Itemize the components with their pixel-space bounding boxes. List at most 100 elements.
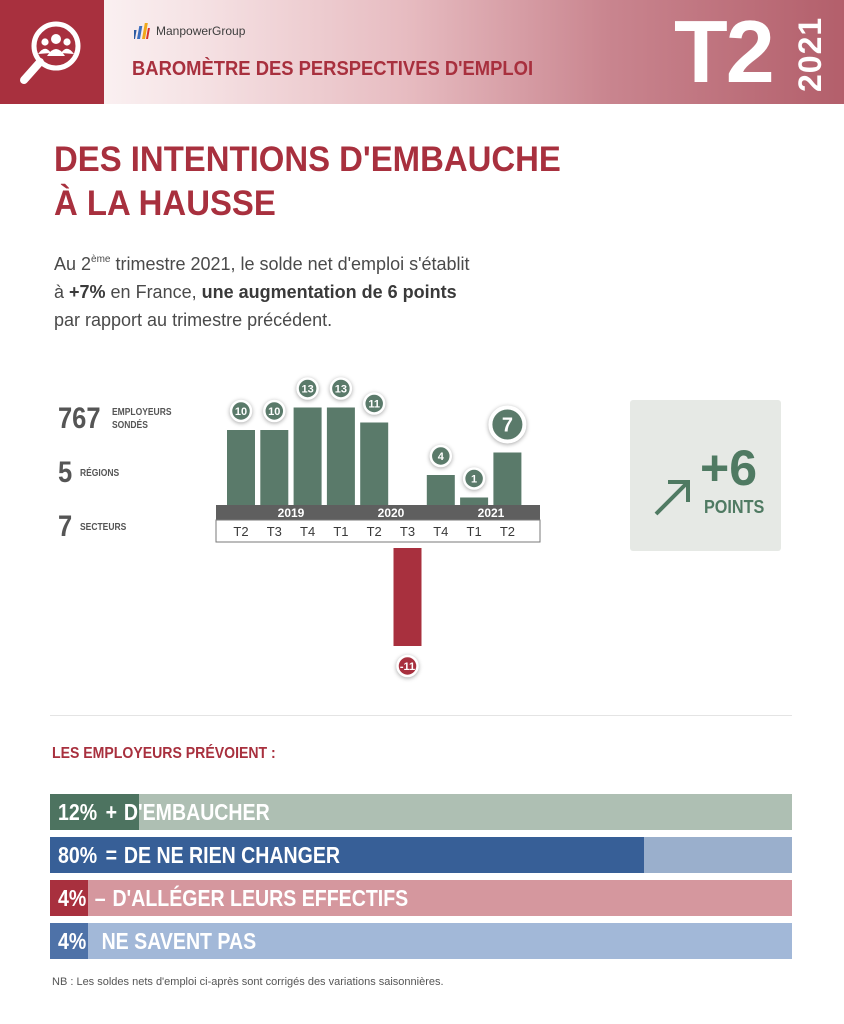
outlook-bar: 80% = DE NE RIEN CHANGER — [50, 837, 792, 873]
chart-bar — [360, 422, 389, 505]
outlook-bar-fill — [50, 923, 88, 959]
chart-bar — [326, 407, 355, 505]
stat-label: EMPLOYEURS SONDÉS — [112, 407, 172, 431]
outlook-text: NE SAVENT PAS — [101, 928, 257, 954]
year-label: 2021 — [792, 16, 828, 92]
quarter-axis-band — [215, 519, 541, 543]
intro-highlight: +7% — [69, 282, 106, 302]
intro-text: par rapport au trimestre précédent. — [54, 310, 333, 330]
stat-value: 5 — [58, 456, 73, 489]
year-axis-label: 2020 — [378, 506, 405, 520]
intro-text: à — [54, 282, 70, 302]
data-label: 7 — [502, 415, 513, 437]
barometer-logo — [0, 0, 104, 104]
intro-text: en France, — [105, 282, 202, 302]
stat-value: 767 — [58, 402, 101, 435]
chart-bar — [293, 407, 322, 505]
data-label: 4 — [438, 451, 445, 463]
outlook-sign: – — [94, 885, 106, 911]
stat-label: RÉGIONS — [80, 467, 120, 479]
chart-bar — [426, 475, 455, 505]
quarter-tick-label: T3 — [267, 524, 282, 539]
data-label: -11 — [400, 661, 415, 673]
stat-regions: 5 RÉGIONS — [58, 456, 150, 490]
chart-bar — [260, 430, 289, 505]
data-label: 1 — [471, 474, 477, 486]
outlook-bar-label: 12% + D'EMBAUCHER — [58, 799, 270, 826]
change-value: +6 — [700, 440, 758, 496]
intro-highlight: une augmentation de 6 points — [201, 282, 457, 302]
quarter-tick-label: T4 — [433, 524, 448, 539]
change-label: POINTS — [704, 497, 765, 517]
outlook-bar: 12% + D'EMBAUCHER — [50, 794, 792, 830]
headline-line-2: À LA HAUSSE — [54, 184, 276, 223]
arrow-up-right-icon — [654, 480, 690, 516]
chart-bar — [393, 548, 422, 646]
chart-bar — [460, 497, 489, 505]
stat-sectors: 7 SECTEURS — [58, 510, 150, 544]
chart-bar — [227, 430, 255, 505]
data-label: 13 — [335, 384, 347, 396]
outlook-bar-label: 4% – D'ALLÉGER LEURS EFFECTIFS — [58, 885, 408, 912]
magnifier-people-icon — [20, 21, 81, 84]
data-label: 10 — [235, 406, 247, 418]
brand-logo: ManpowerGroup — [134, 22, 245, 40]
quarter-tick-label: T1 — [467, 524, 482, 539]
outlook-bar-label: 4% NE SAVENT PAS — [58, 928, 256, 955]
data-label: 10 — [268, 406, 280, 418]
outlook-bar-fill — [50, 880, 88, 916]
net-employment-chart: 10 10 13 13 11 -11 4 1 7 2019 2020 2021 T2 T3 T4 T1 T2 T3… — [215, 377, 541, 678]
chart-bar — [493, 452, 522, 505]
footnote: NB : Les soldes nets d'emploi ci-après s… — [52, 976, 444, 988]
data-label-badge — [296, 377, 319, 400]
outlook-sign: + — [105, 799, 118, 825]
change-box: +6 POINTS — [630, 400, 781, 551]
stat-employers: 767 EMPLOYEURS SONDÉS — [58, 402, 182, 436]
stat-value: 7 — [58, 510, 73, 543]
data-label-badge — [429, 444, 453, 468]
year-axis-band — [216, 505, 540, 520]
section-divider — [50, 715, 792, 716]
year-axis-label: 2019 — [278, 506, 305, 520]
intro-sup: ème — [91, 254, 111, 265]
outlook-text: D'ALLÉGER LEURS EFFECTIFS — [112, 885, 409, 911]
outlook-bar: 4% NE SAVENT PAS — [50, 923, 792, 959]
quarter-tick-label: T2 — [233, 524, 248, 539]
outlook-percent: 80% — [58, 842, 98, 868]
outlook-bar-label: 80% = DE NE RIEN CHANGER — [58, 842, 340, 869]
quarter-label: T2 — [674, 2, 775, 101]
outlook-bar-fill — [50, 837, 644, 873]
outlook-text: D'EMBAUCHER — [123, 799, 270, 825]
outlook-sign: = — [105, 842, 118, 868]
outlook-bar-fill — [50, 794, 140, 830]
year-axis-label: 2021 — [478, 506, 505, 520]
data-label: 11 — [368, 399, 380, 411]
outlook-bar: 4% – D'ALLÉGER LEURS EFFECTIFS — [50, 880, 792, 916]
quarter-tick-label: T3 — [400, 524, 415, 539]
data-label-badge — [488, 405, 527, 444]
data-label-badge — [329, 377, 353, 400]
intro-paragraph: Au 2ème trimestre 2021, le solde net d'e… — [54, 246, 574, 334]
outlook-percent: 4% — [58, 885, 87, 911]
outlook-percent: 12% — [58, 799, 98, 825]
data-label-badge — [229, 399, 253, 423]
report-title: BAROMÈTRE DES PERSPECTIVES D'EMPLOI — [132, 58, 534, 80]
stat-label: SECTEURS — [80, 521, 127, 533]
manpower-mark-icon — [134, 23, 150, 39]
brand-name: ManpowerGroup — [156, 24, 246, 38]
headline: DES INTENTIONS D'EMBAUCHE À LA HAUSSE — [54, 138, 561, 226]
data-label-badge — [362, 392, 386, 415]
data-label-badge — [263, 399, 286, 423]
intro-text: Au 2 — [54, 254, 92, 274]
data-label: 13 — [301, 384, 313, 396]
quarter-tick-label: T2 — [500, 524, 515, 539]
headline-line-1: DES INTENTIONS D'EMBAUCHE — [54, 140, 561, 179]
outlook-title: LES EMPLOYEURS PRÉVOIENT : — [52, 745, 276, 762]
outlook-percent: 4% — [58, 928, 87, 954]
data-label-badge — [462, 467, 486, 490]
quarter-tick-label: T2 — [367, 524, 382, 539]
header-banner: ManpowerGroup BAROMÈTRE DES PERSPECTIVES… — [0, 0, 844, 104]
intro-text: trimestre 2021, le solde net d'emploi s'… — [110, 254, 470, 274]
quarter-tick-label: T4 — [300, 524, 315, 539]
quarter-tick-label: T1 — [333, 524, 348, 539]
